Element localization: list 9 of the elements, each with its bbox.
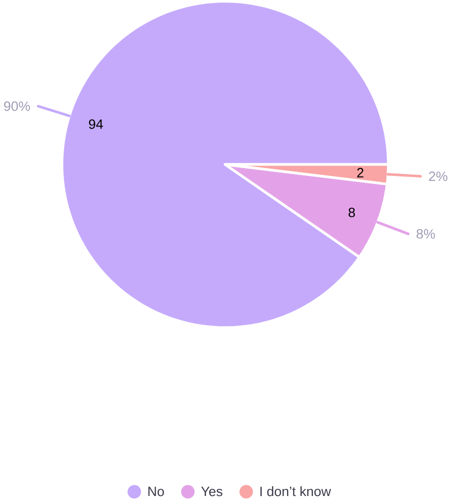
text: 8%	[416, 229, 435, 239]
data-label: 8	[348, 208, 355, 218]
text: 90%	[4, 101, 30, 111]
data-label: 94	[88, 119, 103, 129]
data-label: 2	[357, 168, 364, 178]
legend-label: Yes	[201, 486, 222, 496]
text: 2%	[428, 172, 448, 182]
legend-label: No	[148, 486, 164, 496]
legend-label: I don’t know	[260, 486, 331, 496]
